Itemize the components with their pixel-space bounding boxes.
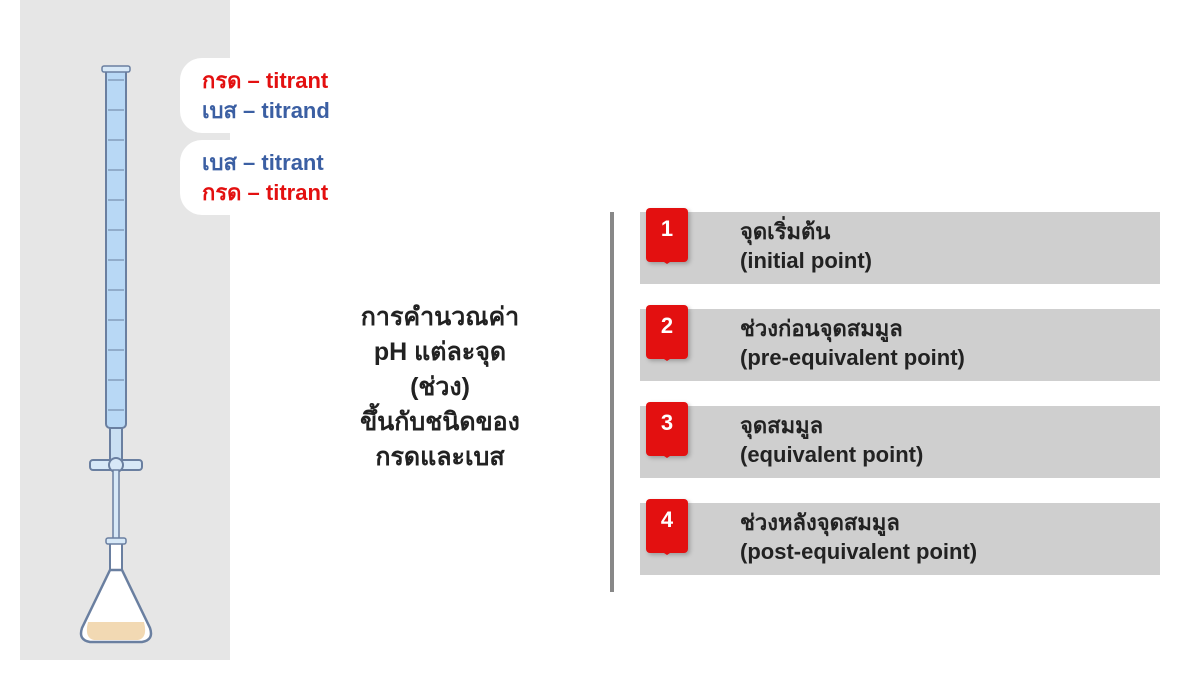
points-list: 1 จุดเริ่มต้น (initial point) 2 ช่วงก่อน… bbox=[640, 212, 1180, 600]
label-base-titrant: เบส – titrant bbox=[202, 148, 328, 178]
point-en: (post-equivalent point) bbox=[740, 538, 977, 567]
point-row: 4 ช่วงหลังจุดสมมูล (post-equivalent poin… bbox=[640, 503, 1180, 575]
center-l3: (ช่วง) bbox=[300, 370, 580, 405]
point-badge: 3 bbox=[646, 402, 688, 456]
point-text: จุดเริ่มต้น (initial point) bbox=[740, 218, 872, 275]
point-bar bbox=[640, 212, 1160, 284]
center-description: การคำนวณค่า pH แต่ละจุด (ช่วง) ขึ้นกับชน… bbox=[300, 300, 580, 475]
point-badge: 4 bbox=[646, 499, 688, 553]
burette-diagram bbox=[60, 60, 180, 650]
point-th: ช่วงหลังจุดสมมูล bbox=[740, 509, 977, 538]
vertical-divider bbox=[610, 212, 614, 592]
point-th: จุดสมมูล bbox=[740, 412, 923, 441]
point-th: ช่วงก่อนจุดสมมูล bbox=[740, 315, 965, 344]
point-text: ช่วงหลังจุดสมมูล (post-equivalent point) bbox=[740, 509, 977, 566]
point-row: 3 จุดสมมูล (equivalent point) bbox=[640, 406, 1180, 478]
point-en: (equivalent point) bbox=[740, 441, 923, 470]
point-badge: 2 bbox=[646, 305, 688, 359]
center-l5: กรดและเบส bbox=[300, 440, 580, 475]
point-en: (pre-equivalent point) bbox=[740, 344, 965, 373]
label-base-titrand: เบส – titrand bbox=[202, 96, 330, 126]
center-l4: ขึ้นกับชนิดของ bbox=[300, 405, 580, 440]
point-text: จุดสมมูล (equivalent point) bbox=[740, 412, 923, 469]
label-acid-titrant: กรด – titrant bbox=[202, 66, 330, 96]
point-row: 1 จุดเริ่มต้น (initial point) bbox=[640, 212, 1180, 284]
point-text: ช่วงก่อนจุดสมมูล (pre-equivalent point) bbox=[740, 315, 965, 372]
point-th: จุดเริ่มต้น bbox=[740, 218, 872, 247]
point-row: 2 ช่วงก่อนจุดสมมูล (pre-equivalent point… bbox=[640, 309, 1180, 381]
point-en: (initial point) bbox=[740, 247, 872, 276]
point-badge: 1 bbox=[646, 208, 688, 262]
center-l1: การคำนวณค่า bbox=[300, 300, 580, 335]
label-group-2: เบส – titrant กรด – titrant bbox=[180, 140, 350, 215]
center-l2: pH แต่ละจุด bbox=[300, 335, 580, 370]
label-acid-titrant-2: กรด – titrant bbox=[202, 178, 328, 208]
label-group-1: กรด – titrant เบส – titrand bbox=[180, 58, 352, 133]
